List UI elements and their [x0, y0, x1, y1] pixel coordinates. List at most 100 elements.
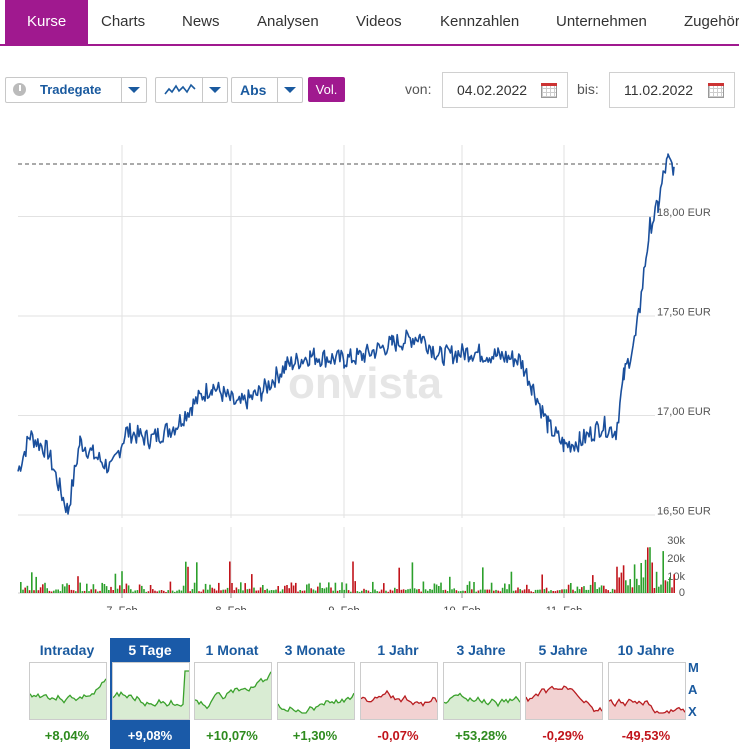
tab-videos[interactable]: Videos: [356, 13, 402, 30]
volume-bar: [141, 585, 143, 593]
volume-bar: [411, 562, 414, 593]
volume-bar: [374, 589, 376, 593]
max-letter-m[interactable]: M: [688, 660, 699, 675]
volume-bar: [246, 589, 249, 593]
max-letter-a[interactable]: A: [688, 682, 698, 697]
x-axis-label: 8. Feb: [215, 605, 246, 610]
from-date-field[interactable]: 04.02.2022: [442, 72, 568, 108]
volume-axis-label: 0: [679, 587, 685, 599]
volume-bar: [160, 590, 163, 593]
volume-bar: [473, 582, 475, 593]
period-tab-5[interactable]: 3 Jahre +53,28%: [441, 638, 521, 754]
volume-bar: [556, 590, 559, 593]
period-sparkline: [194, 662, 272, 720]
volume-bar: [299, 590, 301, 593]
calendar-icon[interactable]: [708, 83, 724, 98]
volume-bar: [343, 589, 345, 593]
volume-bar: [275, 589, 277, 593]
plot-area: [18, 145, 655, 518]
period-change: -0,29%: [542, 728, 584, 743]
tab-kennzahlen[interactable]: Kennzahlen: [440, 13, 520, 30]
volume-bar: [231, 583, 233, 593]
period-tab-4[interactable]: 1 Jahr -0,07%: [358, 638, 438, 754]
volume-bar: [631, 587, 634, 593]
volume-bar: [28, 590, 31, 593]
chevron-down-icon[interactable]: [121, 78, 146, 102]
x-axis-label: 11. Feb: [546, 605, 583, 610]
volume-bar: [391, 590, 394, 593]
scale-mode-label: Abs: [240, 82, 267, 98]
volume-bar: [482, 567, 484, 593]
volume-bar: [279, 591, 282, 593]
volume-bar: [218, 582, 220, 593]
period-tab-7[interactable]: 10 Jahre -49,53%: [606, 638, 686, 754]
volume-bar: [574, 591, 576, 593]
volume-bar: [519, 589, 521, 593]
volume-bar: [620, 572, 623, 593]
volume-bar: [497, 590, 499, 593]
volume-bar: [640, 563, 642, 593]
volume-bar: [226, 587, 229, 593]
period-sparkline: [112, 662, 190, 720]
volume-bar: [86, 583, 88, 593]
volume-bar: [191, 589, 194, 593]
period-label: 1 Monat: [205, 642, 259, 658]
chevron-down-icon[interactable]: [202, 78, 227, 102]
chevron-down-icon[interactable]: [277, 78, 302, 102]
period-tab-2[interactable]: 1 Monat +10,07%: [192, 638, 272, 754]
chart-type-select[interactable]: [155, 77, 228, 103]
period-tab-6[interactable]: 5 Jahre -0,29%: [523, 638, 603, 754]
tab-unternehmen[interactable]: Unternehmen: [556, 13, 647, 30]
volume-bar: [651, 562, 653, 593]
volume-bar: [664, 580, 667, 593]
volume-bar: [46, 588, 48, 593]
volume-bar: [587, 589, 590, 593]
exchange-select[interactable]: Tradegate: [5, 77, 147, 103]
volume-bar: [453, 588, 455, 593]
volume-bar: [259, 587, 262, 593]
volume-bar: [215, 590, 218, 593]
volume-bar: [154, 590, 156, 593]
volume-bar: [367, 590, 370, 593]
volume-bar: [101, 582, 103, 593]
volume-bar: [328, 582, 330, 593]
volume-bar: [629, 579, 631, 593]
volume-bar: [325, 587, 328, 593]
volume-bar: [596, 589, 598, 593]
volume-bar: [127, 585, 130, 593]
tab-kurse[interactable]: Kurse: [5, 0, 89, 44]
volume-bar: [255, 590, 257, 593]
calendar-icon[interactable]: [541, 83, 557, 98]
volume-bar: [422, 581, 425, 593]
volume-bar: [378, 591, 381, 593]
volume-bar: [37, 590, 40, 593]
volume-bar: [431, 589, 433, 593]
volume-bar: [352, 561, 354, 593]
volume-bar: [435, 584, 438, 593]
tab-news[interactable]: News: [182, 13, 220, 30]
volume-bar: [90, 589, 92, 593]
volume-toggle-button[interactable]: Vol.: [308, 77, 345, 102]
volume-bar: [365, 589, 367, 593]
scale-mode-select[interactable]: Abs: [231, 77, 303, 103]
period-tab-1[interactable]: 5 Tage +9,08%: [110, 638, 190, 754]
volume-bar: [79, 582, 81, 593]
y-axis-label: 16,50 EUR: [657, 506, 711, 518]
volume-bar: [185, 561, 187, 593]
tab-analysen[interactable]: Analysen: [257, 13, 319, 30]
to-date-field[interactable]: 11.02.2022: [609, 72, 735, 108]
period-tab-3[interactable]: 3 Monate +1,30%: [275, 638, 355, 754]
volume-bar: [270, 590, 273, 593]
y-axis-label: 17,00 EUR: [657, 406, 711, 418]
tab-zugehoerige[interactable]: Zugehör: [684, 13, 739, 30]
volume-bar: [143, 589, 145, 593]
volume-bar: [303, 590, 306, 593]
tab-charts[interactable]: Charts: [101, 13, 146, 30]
volume-bar: [105, 586, 108, 593]
period-tab-0[interactable]: Intraday +8,04%: [27, 638, 107, 754]
max-letter-x[interactable]: X: [688, 704, 697, 719]
volume-bar: [130, 589, 132, 593]
volume-bar: [182, 585, 185, 593]
volume-bar: [457, 591, 460, 593]
volume-bar: [248, 588, 251, 593]
